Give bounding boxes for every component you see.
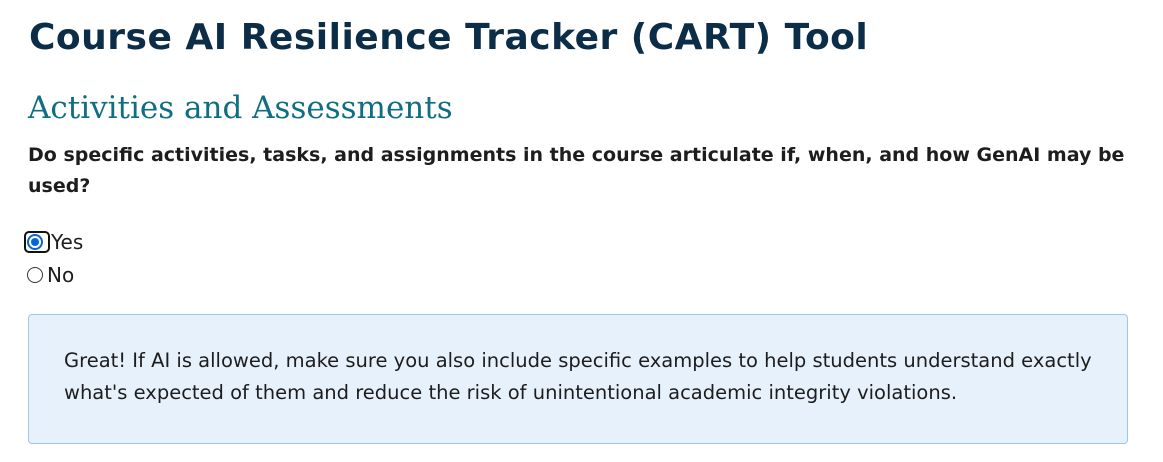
option-no-label: No [47,262,75,287]
answer-radio-group: Yes No [24,225,84,291]
option-yes-label: Yes [51,229,84,254]
section-title: Activities and Assessments [28,90,453,126]
app-title: Course AI Resilience Tracker (CART) Tool [29,17,869,58]
question-text: Do specific activities, tasks, and assig… [28,144,1125,197]
focus-ring [24,230,50,253]
radio-dot [31,237,39,246]
feedback-message: Great! If AI is allowed, make sure you a… [64,349,1092,404]
radio-yes[interactable] [27,233,43,250]
radio-no[interactable] [27,266,43,283]
option-yes[interactable]: Yes [24,225,84,258]
option-no[interactable]: No [27,258,83,291]
feedback-alert: Great! If AI is allowed, make sure you a… [28,314,1128,444]
